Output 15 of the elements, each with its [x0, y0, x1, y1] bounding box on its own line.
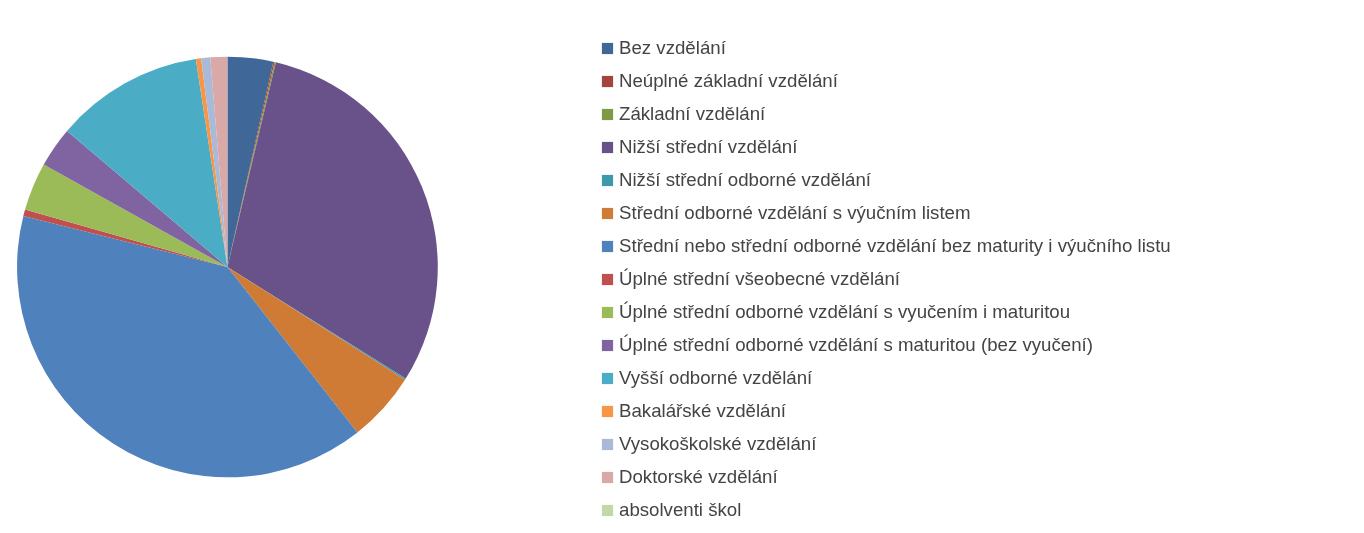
legend-label: Neúplné základní vzdělání: [619, 69, 838, 93]
legend-label: Střední odborné vzdělání s výučním listem: [619, 201, 971, 225]
legend-label: Doktorské vzdělání: [619, 465, 778, 489]
legend-label: Základní vzdělání: [619, 102, 766, 126]
legend-label: Střední nebo střední odborné vzdělání bez maturity i výučního listu: [619, 234, 1171, 258]
legend-label: Nižší střední odborné vzdělání: [619, 168, 871, 192]
legend-label: Vysokoškolské vzdělání: [619, 432, 817, 456]
legend-label: Úplné střední odborné vzdělání s vyučením i maturitou: [619, 300, 1071, 324]
legend-label: Nižší střední vzdělání: [619, 135, 798, 159]
legend-label: Vyšší odborné vzdělání: [619, 366, 813, 390]
legend-label: Bakalářské vzdělání: [619, 399, 786, 423]
legend-label: Úplné střední odborné vzdělání s maturitou (bez vyučení): [619, 333, 1093, 357]
legend-label: Bez vzdělání: [619, 36, 726, 60]
legend-label: Úplné střední všeobecné vzdělání: [619, 267, 901, 291]
legend-label: absolventi škol: [619, 498, 742, 522]
